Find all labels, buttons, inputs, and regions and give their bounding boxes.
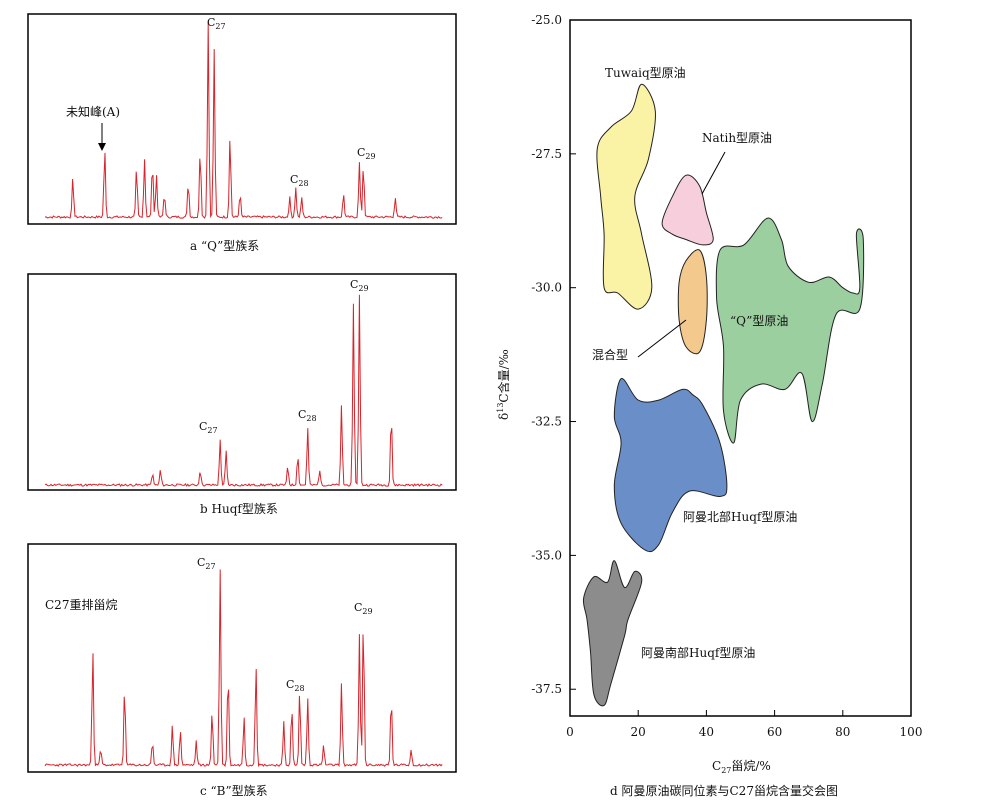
panel-c-c27-label: C27 bbox=[197, 556, 216, 571]
panel-c-c29-label: C29 bbox=[354, 601, 373, 616]
panel-b-chromatogram-line bbox=[44, 294, 443, 488]
region-layer bbox=[582, 83, 865, 707]
panel-d: -25.0 -27.5 -30.0 -32.5 -35.0 -37.5 0 20 40 60 80… bbox=[496, 13, 922, 798]
x-tick-label: 60 bbox=[767, 725, 782, 739]
panel-c-rearranged-sterane-label: C27重排甾烷 bbox=[45, 598, 117, 612]
panel-b: C27 C28 C29 b Huqf型族系 bbox=[27, 273, 457, 516]
region-north-huqf bbox=[613, 378, 728, 553]
y-axis-ticks: -25.0 -27.5 -30.0 -32.5 -35.0 -37.5 bbox=[531, 13, 576, 696]
q-oil-label: “Q”型原油 bbox=[730, 314, 788, 328]
x-axis-ticks: 0 20 40 60 80 100 bbox=[566, 710, 922, 739]
region-tuwaiq bbox=[596, 83, 656, 310]
region-q-oil bbox=[715, 217, 865, 444]
panel-a: 未知峰(A) C27 C28 C29 a “Q”型族系 bbox=[27, 13, 457, 253]
y-axis-title: δ13C含量/‰ bbox=[496, 349, 511, 420]
panel-a-c29-label: C29 bbox=[357, 146, 376, 161]
panel-c-c28-label: C28 bbox=[286, 678, 305, 693]
natih-leader-line bbox=[701, 151, 726, 195]
y-tick-label: -37.5 bbox=[531, 682, 562, 696]
mixed-leader-line bbox=[637, 319, 687, 358]
natih-label: Natih型原油 bbox=[702, 131, 772, 145]
x-tick-label: 20 bbox=[631, 725, 646, 739]
panel-a-arrow-head bbox=[98, 143, 106, 151]
panel-a-unknown-peak-label: 未知峰(A) bbox=[66, 105, 120, 119]
panel-c: C27重排甾烷 C27 C28 C29 c “B”型族系 bbox=[27, 543, 457, 798]
panel-a-c28-label: C28 bbox=[290, 173, 309, 188]
tuwaiq-label: Tuwaiq型原油 bbox=[605, 66, 686, 80]
north-huqf-label: 阿曼北部Huqf型原油 bbox=[683, 509, 797, 524]
x-tick-label: 80 bbox=[835, 725, 850, 739]
south-huqf-label: 阿曼南部Huqf型原油 bbox=[641, 645, 755, 660]
panel-b-c27-label: C27 bbox=[199, 420, 218, 435]
panel-b-caption: b Huqf型族系 bbox=[200, 502, 278, 516]
x-tick-label: 40 bbox=[699, 725, 714, 739]
y-tick-label: -25.0 bbox=[531, 13, 562, 27]
panel-b-c29-label: C29 bbox=[350, 278, 369, 293]
mixed-label: 混合型 bbox=[592, 347, 628, 362]
x-tick-label: 0 bbox=[566, 725, 574, 739]
y-tick-label: -30.0 bbox=[531, 281, 562, 295]
panel-a-caption: a “Q”型族系 bbox=[190, 239, 259, 253]
panel-a-c27-label: C27 bbox=[207, 16, 226, 31]
x-tick-label: 100 bbox=[900, 725, 923, 739]
panel-c-caption: c “B”型族系 bbox=[200, 784, 268, 798]
panel-a-chromatogram-line bbox=[44, 22, 443, 219]
region-south-huqf bbox=[582, 560, 643, 707]
panel-c-frame bbox=[27, 543, 457, 773]
panel-d-caption: d 阿曼原油碳同位素与C27甾烷含量交会图 bbox=[610, 783, 838, 798]
y-tick-label: -35.0 bbox=[531, 548, 562, 562]
region-natih bbox=[661, 174, 714, 246]
y-tick-label: -27.5 bbox=[531, 147, 562, 161]
panel-d-plot-frame bbox=[569, 19, 912, 717]
panel-c-chromatogram-line bbox=[44, 569, 443, 768]
panel-b-frame bbox=[27, 273, 457, 491]
region-mixed bbox=[677, 249, 708, 355]
panel-a-frame bbox=[27, 13, 457, 225]
y-tick-label: -32.5 bbox=[531, 415, 562, 429]
x-axis-title: C27甾烷/% bbox=[712, 759, 771, 775]
panel-b-c28-label: C28 bbox=[298, 408, 317, 423]
